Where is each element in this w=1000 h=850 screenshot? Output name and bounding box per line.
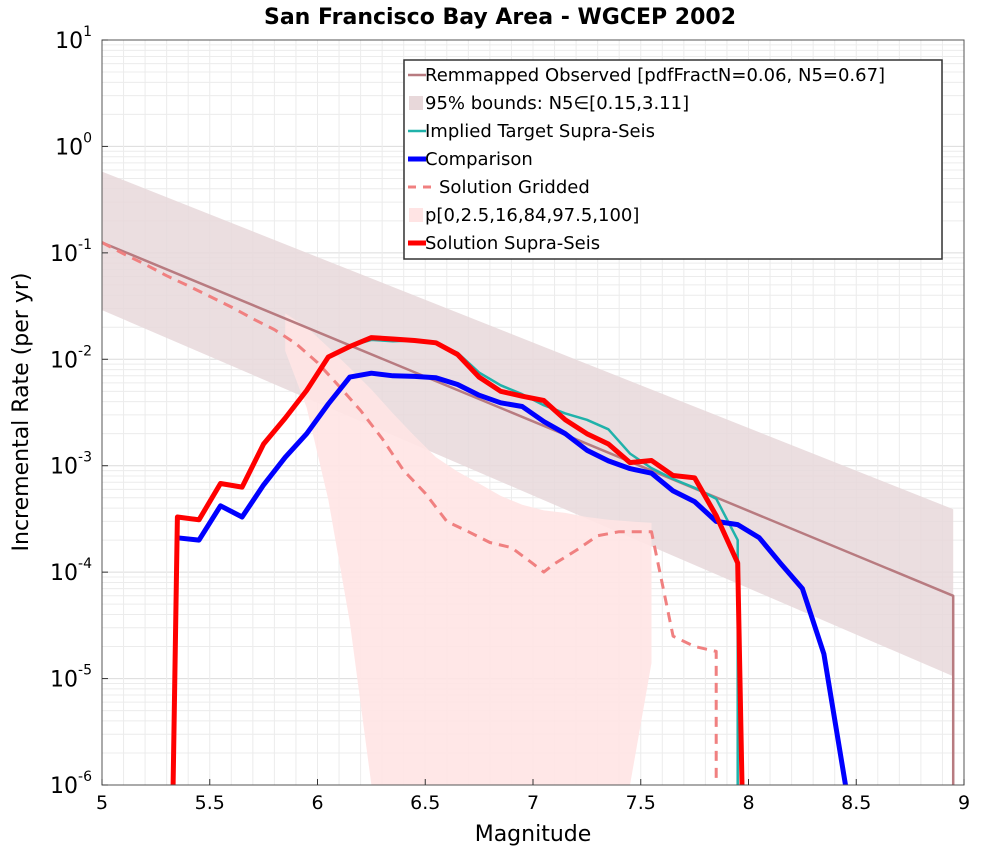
legend-label: Solution Supra-Seis (425, 233, 600, 254)
x-tick-label: 7 (527, 792, 539, 814)
x-tick-label: 9 (958, 792, 970, 814)
band-95 (102, 171, 954, 677)
legend: Remmapped Observed [pdfFractN=0.06, N5=0… (403, 59, 943, 260)
band-p0251684975100 (285, 313, 652, 785)
y-tick-label: 101 (55, 24, 92, 54)
x-tick-label: 7.5 (626, 792, 656, 814)
legend-swatch (409, 96, 423, 110)
x-tick-label: 5.5 (195, 792, 225, 814)
legend-label: Solution Gridded (439, 177, 590, 198)
legend-label: Implied Target Supra-Seis (425, 121, 655, 142)
x-tick-label: 5 (96, 792, 108, 814)
legend-label: 95% bounds: N5∈[0.15,3.11] (425, 93, 689, 114)
legend-label: Comparison (425, 149, 533, 170)
chart-title: San Francisco Bay Area - WGCEP 2002 (264, 5, 736, 30)
series-lines (101, 241, 955, 786)
series-line-solution-supra (170, 335, 745, 786)
series-line-comparison (177, 370, 848, 786)
x-tick-label: 6 (311, 792, 323, 814)
y-tick-label: 100 (55, 130, 92, 160)
axis-ticks: 5 5.5 6 6.5 7 7.5 8 8.5 9 101 100 10-1 10-2 10-3 10-4 1… (50, 24, 970, 814)
x-tick-label: 8.5 (841, 792, 871, 814)
series-line-remmapped (101, 241, 955, 785)
y-tick-label: 10-5 (50, 663, 92, 693)
x-axis-label: Magnitude (475, 822, 592, 847)
y-tick-label: 10-1 (50, 237, 92, 267)
legend-label: Remmapped Observed [pdfFractN=0.06, N5=0… (425, 65, 885, 86)
y-tick-label: 10-3 (50, 450, 92, 480)
y-axis-label: Incremental Rate (per yr) (9, 273, 34, 552)
y-tick-label: 10-6 (50, 769, 92, 799)
legend-swatch (409, 208, 423, 222)
x-tick-label: 6.5 (410, 792, 440, 814)
y-tick-label: 10-2 (50, 343, 92, 373)
legend-label: p[0,2.5,16,84,97.5,100] (425, 205, 639, 226)
confidence-bands (102, 171, 954, 785)
x-tick-label: 8 (742, 792, 754, 814)
series-line-solution-gridded (101, 241, 718, 785)
y-tick-label: 10-4 (50, 556, 92, 586)
legend-box (403, 59, 943, 260)
